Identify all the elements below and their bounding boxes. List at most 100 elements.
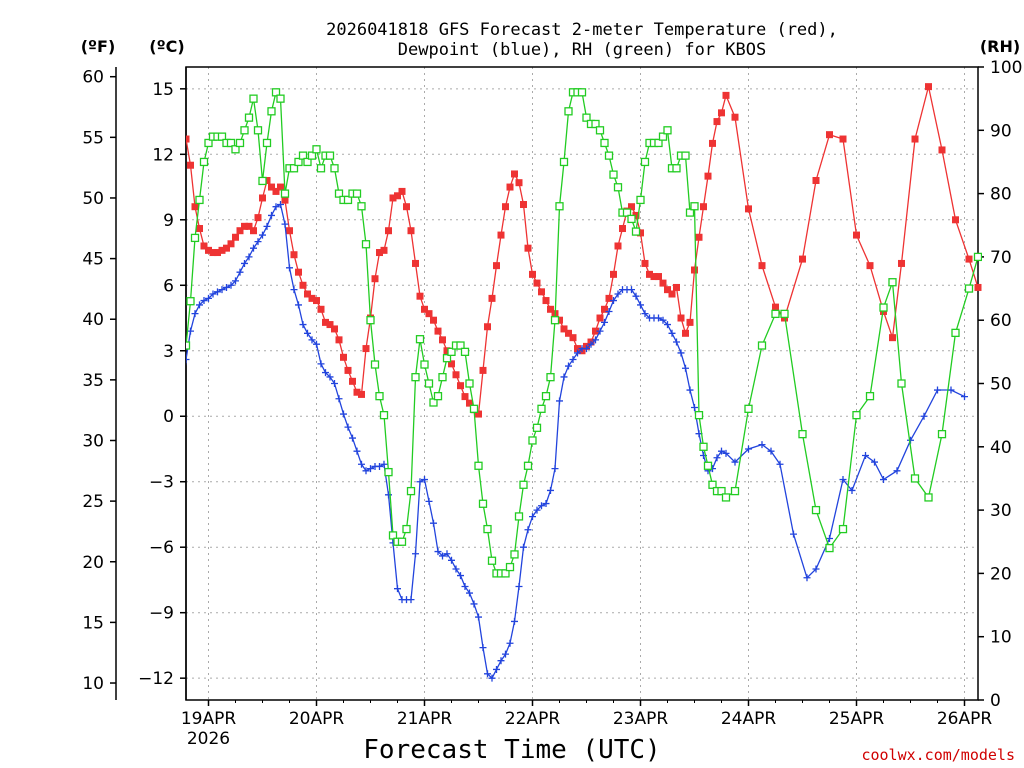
rh-point: [376, 393, 383, 400]
temperature-point: [669, 291, 676, 298]
rh-point: [759, 342, 766, 349]
rh-point: [952, 329, 959, 336]
temperature-point: [966, 256, 973, 263]
rh-point: [781, 310, 788, 317]
rh-point: [201, 158, 208, 165]
rh-point: [889, 279, 896, 286]
rh-point: [237, 139, 244, 146]
temperature-point: [372, 275, 379, 282]
fahrenheit-tick-label: 35: [82, 371, 104, 391]
rh-point: [939, 431, 946, 438]
rh-point: [853, 412, 860, 419]
temperature-point: [318, 306, 325, 313]
credit-link[interactable]: coolwx.com/models: [861, 746, 1015, 764]
fahrenheit-tick-label: 40: [82, 310, 104, 330]
temperature-point: [745, 205, 752, 212]
temperature-point: [489, 295, 496, 302]
rh-point: [556, 203, 563, 210]
dewpoint-point: [286, 264, 293, 271]
rh-unit-label: (RH): [980, 37, 1020, 56]
rh-point: [196, 196, 203, 203]
rh-tick-label: 80: [990, 185, 1012, 205]
rh-point: [187, 298, 194, 305]
rh-point: [264, 139, 271, 146]
temperature-point: [493, 262, 500, 269]
rh-point: [192, 234, 199, 241]
rh-point: [408, 488, 415, 495]
temperature-point: [718, 109, 725, 116]
rh-point: [421, 361, 428, 368]
temperature-point: [642, 260, 649, 267]
rh-point: [435, 393, 442, 400]
rh-point: [241, 127, 248, 134]
dewpoint-point: [426, 498, 433, 505]
x-tick-label: 21APR: [397, 709, 453, 729]
temperature-point: [682, 330, 689, 337]
rh-point: [507, 564, 514, 571]
celsius-tick-label: −3: [149, 473, 174, 493]
celsius-tick-label: −6: [149, 538, 174, 558]
rh-point: [579, 89, 586, 96]
rh-point: [691, 203, 698, 210]
temperature-point: [300, 282, 307, 289]
rh-point: [520, 481, 527, 488]
rh-point: [318, 165, 325, 172]
x-tick-year-label: 2026: [187, 729, 230, 749]
dewpoint-point: [268, 212, 275, 219]
temperature-point: [349, 378, 356, 385]
rh-point: [327, 152, 334, 159]
fahrenheit-tick-label: 50: [82, 189, 104, 209]
rh-point: [912, 475, 919, 482]
rh-point: [826, 545, 833, 552]
rh-point: [259, 177, 266, 184]
x-tick-label: 19APR: [181, 709, 237, 729]
dewpoint-point: [961, 393, 968, 400]
dewpoint-point: [282, 221, 289, 228]
temperature-point: [408, 227, 415, 234]
dewpoint-point: [264, 223, 271, 230]
rh-point: [610, 171, 617, 178]
chart-title-line-1: 2026041818 GFS Forecast 2-meter Temperat…: [326, 20, 838, 40]
rh-point: [178, 380, 185, 387]
rh-point: [745, 405, 752, 412]
celsius-tick-label: 12: [152, 145, 174, 165]
dewpoint-point: [511, 618, 518, 625]
rh-point: [250, 95, 257, 102]
dewpoint-point: [480, 644, 487, 651]
dewpoint-point: [354, 448, 361, 455]
rh-point: [367, 317, 374, 324]
rh-tick-label: 10: [990, 628, 1012, 648]
dewpoint-point: [520, 544, 527, 551]
temperature-point: [259, 194, 266, 201]
celsius-tick-label: 15: [152, 80, 174, 100]
temperature-point: [772, 304, 779, 311]
x-tick-label: 25APR: [829, 709, 885, 729]
temperature-point: [687, 319, 694, 326]
dewpoint-point: [412, 550, 419, 557]
rh-tick-label: 50: [990, 375, 1012, 395]
temperature-point: [358, 391, 365, 398]
temperature-point: [507, 184, 514, 191]
rh-point: [466, 380, 473, 387]
dewpoint-point: [336, 395, 343, 402]
rh-point: [480, 500, 487, 507]
dewpoint-point: [691, 404, 698, 411]
dewpoint-point: [237, 269, 244, 276]
temperature-point: [345, 367, 352, 374]
celsius-tick-label: −12: [138, 669, 174, 689]
rh-point: [412, 374, 419, 381]
rh-point: [331, 165, 338, 172]
temperature-point: [399, 188, 406, 195]
temperature-point: [898, 260, 905, 267]
rh-point: [547, 374, 554, 381]
rh-point: [489, 557, 496, 564]
dewpoint-point: [552, 465, 559, 472]
rh-point: [403, 526, 410, 533]
x-tick-label: 22APR: [505, 709, 561, 729]
rh-point: [633, 228, 640, 235]
rh-point: [664, 127, 671, 134]
fahrenheit-tick-label: 10: [82, 674, 104, 694]
temperature-point: [655, 273, 662, 280]
rh-tick-label: 100: [990, 58, 1022, 78]
rh-point: [313, 146, 320, 153]
